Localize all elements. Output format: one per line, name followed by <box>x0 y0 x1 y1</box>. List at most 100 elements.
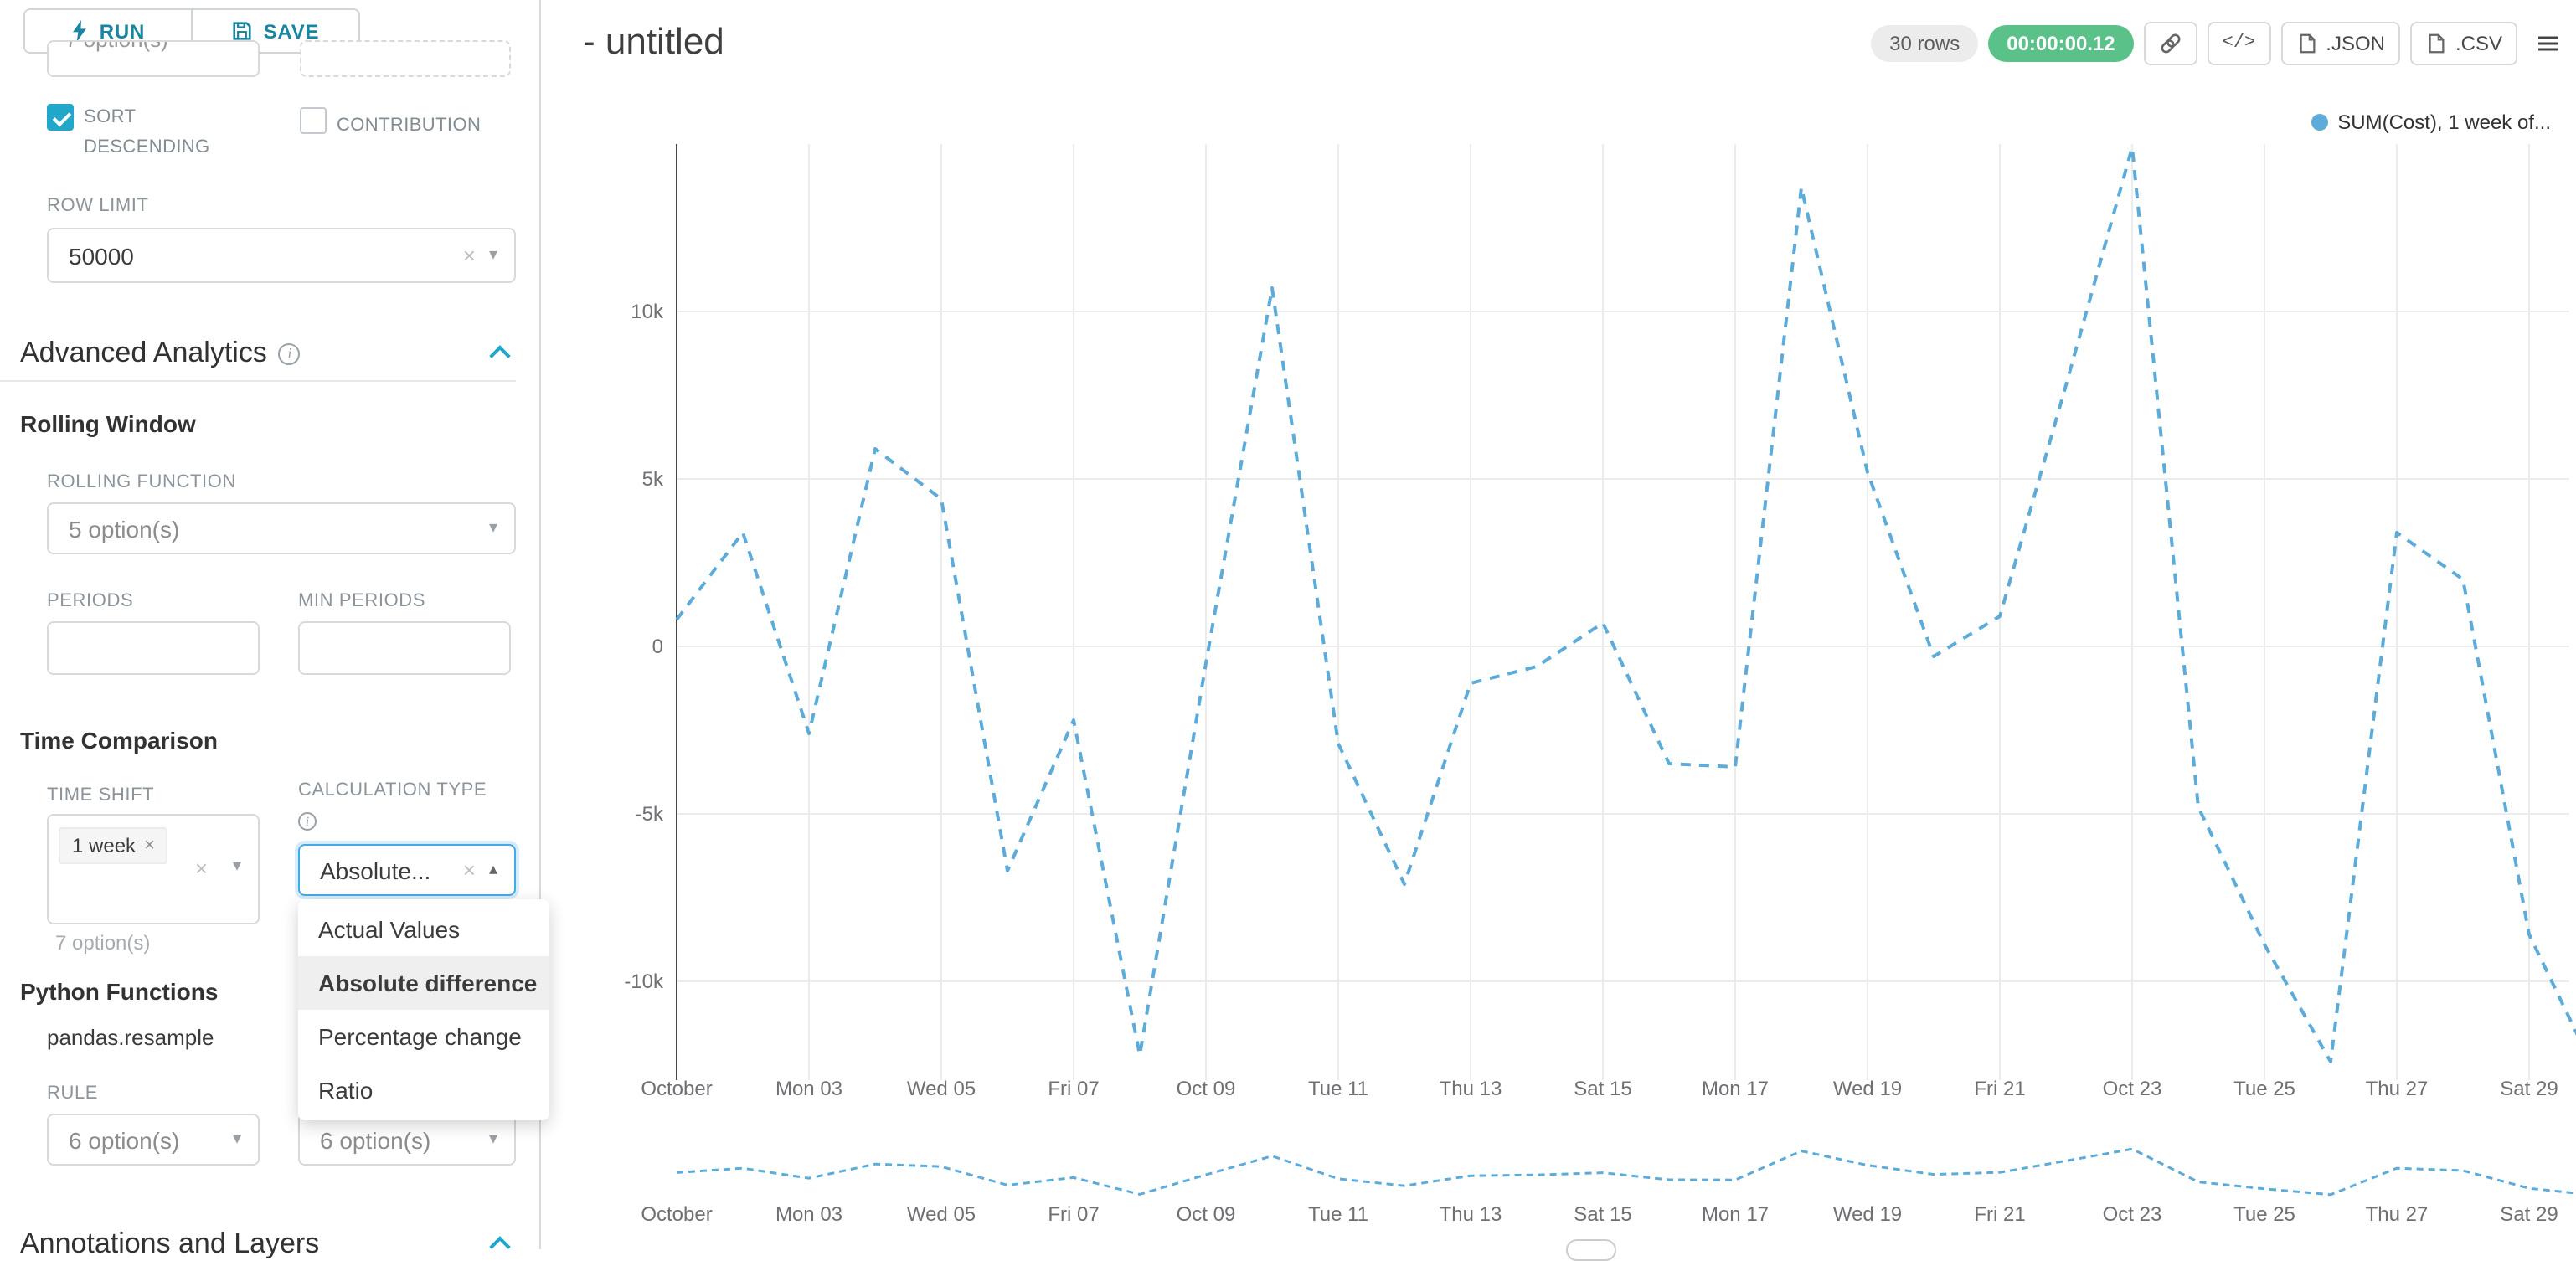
time-shift-helper: 7 option(s) <box>55 931 151 955</box>
metric-select-partial[interactable]: 7 option(s) <box>47 40 260 77</box>
svg-text:Fri 21: Fri 21 <box>1974 1203 2025 1226</box>
export-json-button[interactable]: .JSON <box>2280 22 2400 65</box>
contribution-checkbox[interactable] <box>300 107 327 134</box>
calculation-type-dropdown: Actual Values Absolute difference Percenta… <box>298 899 549 1120</box>
resize-handle[interactable] <box>1566 1239 1616 1261</box>
svg-text:Sat 29: Sat 29 <box>2500 1078 2558 1100</box>
caret-down-icon: ▾ <box>488 519 497 538</box>
svg-text:Wed 19: Wed 19 <box>1833 1078 1902 1100</box>
advanced-analytics-title: Advanced Analytics <box>20 337 267 368</box>
svg-text:Thu 13: Thu 13 <box>1440 1203 1502 1226</box>
export-csv-button[interactable]: .CSV <box>2409 22 2517 65</box>
chevron-up-icon[interactable] <box>489 1236 511 1258</box>
rule-select[interactable]: 6 option(s) ▾ <box>47 1114 260 1166</box>
python-function-name: pandas.resample <box>47 1025 214 1050</box>
svg-text:0: 0 <box>652 636 663 658</box>
svg-text:Tue 11: Tue 11 <box>1308 1078 1368 1100</box>
calculation-type-option[interactable]: Absolute difference <box>298 956 549 1010</box>
info-icon[interactable]: i <box>278 342 301 364</box>
svg-text:Fri 21: Fri 21 <box>1974 1078 2025 1100</box>
rolling-function-placeholder: 5 option(s) <box>69 515 180 542</box>
time-shift-select[interactable]: 1 week × × ▾ <box>47 814 260 924</box>
svg-text:Thu 27: Thu 27 <box>2366 1203 2429 1226</box>
svg-text:Sat 15: Sat 15 <box>1574 1203 1631 1226</box>
clear-icon[interactable]: × <box>462 243 476 268</box>
svg-text:Mon 17: Mon 17 <box>1702 1078 1769 1100</box>
code-icon: </> <box>2222 33 2256 54</box>
annotations-title: Annotations and Layers <box>20 1228 320 1259</box>
svg-text:Tue 25: Tue 25 <box>2233 1203 2295 1226</box>
legend-marker-icon <box>2311 114 2328 131</box>
svg-text:Oct 23: Oct 23 <box>2103 1203 2162 1226</box>
export-json-label: .JSON <box>2326 32 2385 55</box>
advanced-analytics-header[interactable]: Advanced Analytics i <box>20 337 301 370</box>
annotations-header[interactable]: Annotations and Layers <box>20 1228 319 1261</box>
calculation-type-option[interactable]: Ratio <box>318 1077 374 1104</box>
row-limit-select[interactable]: 50000 × ▾ <box>47 228 516 283</box>
control-panel: RUN SAVE 7 option(s) SORT DESCENDING CON… <box>0 0 549 1259</box>
share-link-button[interactable] <box>2143 22 2197 65</box>
chart-menu-button[interactable] <box>2527 22 2569 65</box>
metric-select-value: 7 option(s) <box>49 42 258 52</box>
query-timer-badge: 00:00:00.12 <box>1988 25 2134 62</box>
chart-container: - untitled 30 rows 00:00:00.12 </> <box>541 0 2576 1261</box>
caret-up-icon: ▴ <box>488 861 497 879</box>
caret-down-icon: ▾ <box>488 1130 497 1149</box>
chart-legend[interactable]: SUM(Cost), 1 week of... <box>2311 111 2551 134</box>
svg-text:Wed 19: Wed 19 <box>1833 1203 1902 1226</box>
svg-text:Fri 07: Fri 07 <box>1048 1203 1099 1226</box>
info-icon[interactable]: i <box>298 812 317 831</box>
rolling-function-select[interactable]: 5 option(s) ▾ <box>47 502 516 554</box>
legend-label: SUM(Cost), 1 week of... <box>2337 111 2551 134</box>
rule-label: RULE <box>47 1083 99 1104</box>
periods-input[interactable] <box>47 621 260 675</box>
svg-text:Mon 03: Mon 03 <box>775 1203 842 1226</box>
row-limit-label: ROW LIMIT <box>47 196 149 216</box>
row-limit-value: 50000 <box>69 242 134 269</box>
chevron-up-icon[interactable] <box>489 345 511 367</box>
main-chart[interactable]: October October Mon 03 Mon 03 Wed 05 Wed 05 Fr… <box>541 0 2576 1249</box>
caret-down-icon: ▾ <box>488 246 497 265</box>
contribution-label: CONTRIBUTION <box>337 116 482 136</box>
min-periods-input[interactable] <box>298 621 511 675</box>
time-shift-tag-label: 1 week <box>72 834 137 857</box>
lightning-icon <box>73 20 87 42</box>
method-select[interactable]: 6 option(s) ▾ <box>298 1114 516 1166</box>
tag-close-icon[interactable]: × <box>144 836 155 856</box>
calculation-type-option[interactable]: Percentage change <box>318 1023 522 1050</box>
svg-text:Sat 15: Sat 15 <box>1574 1078 1631 1100</box>
rolling-function-label: ROLLING FUNCTION <box>47 472 236 492</box>
save-button-label: SAVE <box>263 19 320 43</box>
adhoc-filter-drop-partial[interactable] <box>300 40 511 77</box>
calculation-type-value: Absolute... <box>320 857 431 883</box>
file-icon <box>2299 33 2315 54</box>
section-divider <box>0 380 516 382</box>
sort-descending-label: SORT DESCENDING <box>84 107 210 157</box>
sort-descending-checkbox[interactable] <box>47 104 74 131</box>
calculation-type-select[interactable]: Absolute... × ▴ <box>298 844 516 896</box>
caret-down-icon: ▾ <box>232 1130 241 1149</box>
method-placeholder: 6 option(s) <box>320 1126 431 1153</box>
rolling-window-title: Rolling Window <box>20 410 196 437</box>
svg-text:Sat 29: Sat 29 <box>2500 1203 2558 1226</box>
caret-down-icon: ▾ <box>232 857 241 876</box>
time-shift-tag: 1 week × <box>59 827 168 864</box>
row-count-badge: 30 rows <box>1871 25 1979 62</box>
svg-text:5k: 5k <box>642 468 664 491</box>
svg-text:10k: 10k <box>631 301 664 323</box>
clear-icon[interactable]: × <box>194 856 208 881</box>
chart-toolbar: 30 rows 00:00:00.12 </> .JSON <box>1871 22 2569 65</box>
calculation-type-option[interactable]: Actual Values <box>318 916 461 943</box>
svg-text:Mon 03: Mon 03 <box>775 1078 842 1100</box>
python-functions-title: Python Functions <box>20 978 219 1005</box>
run-button-label: RUN <box>99 19 146 43</box>
link-icon <box>2161 33 2181 54</box>
clear-icon[interactable]: × <box>462 857 476 883</box>
rule-placeholder: 6 option(s) <box>69 1126 180 1153</box>
svg-text:Wed 05: Wed 05 <box>907 1203 976 1226</box>
svg-text:Fri 07: Fri 07 <box>1048 1078 1099 1100</box>
svg-text:Oct 23: Oct 23 <box>2103 1078 2162 1100</box>
svg-text:October: October <box>641 1203 712 1226</box>
svg-text:Oct 09: Oct 09 <box>1177 1078 1236 1100</box>
view-query-button[interactable]: </> <box>2207 22 2271 65</box>
